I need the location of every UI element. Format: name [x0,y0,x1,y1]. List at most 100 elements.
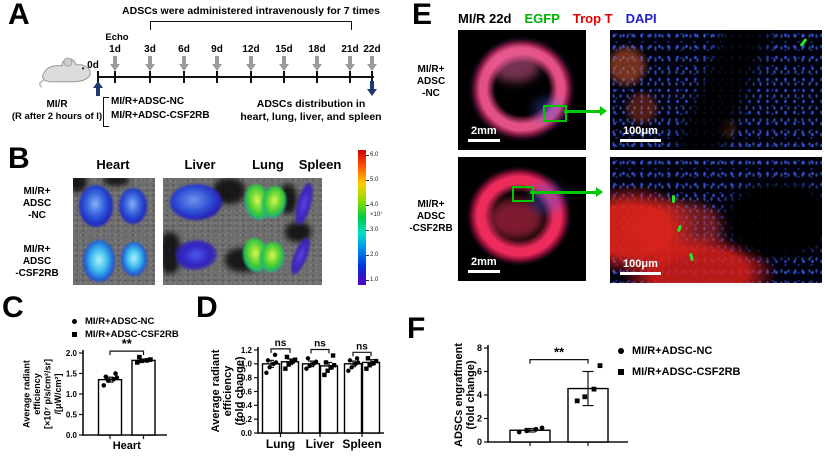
dark-patch [73,178,87,192]
svg-text:efficiency: efficiency [32,373,42,415]
group-csf2rb-label: MI/R+ADSC-CSF2RB [111,110,210,121]
injection-arrow-icon [345,56,355,76]
legend-item: MI/R+ADSC-NC [618,340,740,361]
colorbar-dash [366,280,369,281]
day-label: 12d [242,44,260,55]
e-title-egfp: EGFP [524,11,560,26]
svg-text:1.5: 1.5 [66,369,78,378]
outcome-line1: ADSCs distribution in [256,98,366,110]
zoom-arrow-nc [564,110,602,113]
svg-text:Average radiant: Average radiant [210,349,222,432]
timeline-tick [349,71,351,83]
svg-text:ns: ns [356,341,368,352]
zoom-arrow-csf2rb-head [596,187,608,197]
injection-arrow-icon [179,56,189,76]
echo-label: Echo [105,32,129,43]
heart-nc-1 [79,185,113,227]
svg-text:1.2: 1.2 [241,346,253,355]
administration-bracket [150,21,352,30]
svg-text:2: 2 [477,414,482,424]
colorbar-tick-label: 4.0 [370,202,379,208]
scalebar-2mm: 2mm [468,125,500,142]
legend-label: MI/R+ADSC-CSF2RB [632,365,741,378]
egfp-cell [672,195,675,203]
svg-text:0.0: 0.0 [66,431,78,440]
timeline-tick [316,71,318,83]
egfp-cell [676,224,683,233]
group-nc-label: MI/R+ADSC-NC [111,96,185,107]
colorbar-dash [366,255,369,256]
svg-text:/[μW/cm²]: /[μW/cm²] [53,373,63,414]
panel-f-letter: F [407,312,426,345]
colorbar-tick-label: 6.0 [370,152,379,158]
e-title-dapi: DAPI [625,11,657,26]
day-label: 21d [341,44,359,55]
mir-start-arrow-icon [93,81,103,96]
injection-arrow-icon [110,56,120,76]
svg-text:**: ** [122,336,133,351]
b-row1-line2: ADSC [22,198,52,209]
colorbar-tick-label: 2.0 [370,252,379,258]
svg-text:0.6: 0.6 [241,387,253,396]
b-row1-label: MI/R+ ADSC -NC [2,186,72,222]
svg-text:2.0: 2.0 [66,349,78,358]
mir-sublabel: (R after 2 hours of I) [11,111,103,122]
liver-nc [170,184,222,220]
svg-text:8: 8 [477,343,482,353]
heart-section-csf2rb-image: 2mm [458,157,586,281]
svg-text:0.2: 0.2 [241,415,253,424]
svg-text:Liver: Liver [306,437,335,451]
timeline-tick-0d [97,71,99,83]
timeline-tick [114,71,116,83]
tropt-swirl2 [488,199,543,239]
legend-item: MI/R+ADSC-CSF2RB [72,328,179,341]
timeline-axis [97,76,374,78]
panel-c-letter: C [2,291,24,324]
legend-label: MI/R+ADSC-NC [85,316,155,327]
b-row2-line3: -CSF2RB [15,268,59,279]
spleen-csf2rb [286,235,315,277]
svg-text:ADSCs engraftment: ADSCs engraftment [453,343,465,447]
panel-a-title: ADSCs were administered intravenously fo… [122,5,380,17]
day-label: 15d [275,44,293,55]
svg-text:Lung: Lung [266,437,295,451]
panel-f-legend: MI/R+ADSC-NC MI/R+ADSC-CSF2RB [618,340,740,382]
b-row2-line2: ADSC [22,256,52,267]
svg-text:0.8: 0.8 [241,374,253,383]
day-label: 22d [363,44,381,55]
colorbar-dash [366,155,369,156]
svg-text:0.0: 0.0 [241,429,253,438]
legend-item: MI/R+ADSC-NC [72,315,179,328]
organ-label-liver: Liver [184,157,216,172]
svg-text:Spleen: Spleen [342,437,381,451]
day-label: 3d [144,44,156,55]
b-row2-line1: MI/R+ [23,244,51,255]
svg-text:**: ** [554,345,565,360]
tropt-swirl [490,48,540,82]
colorbar-tick-label: 1.0 [370,277,379,283]
panel-e-letter: E [412,0,433,31]
dapi-tint2 [530,183,564,213]
organs-imaging-box [163,178,322,285]
svg-text:4: 4 [477,390,482,400]
mir-label: MI/R [46,99,68,110]
colorbar-dash [366,180,369,181]
e-row2-label: MI/R+ ADSC -CSF2RB [403,199,459,235]
svg-text:Heart: Heart [113,440,141,452]
timeline-tick [371,71,373,83]
day-label: 18d [308,44,326,55]
e-title-mi-r-22d: MI/R 22d [458,11,512,26]
b-row1-line1: MI/R+ [23,186,51,197]
zoom-nc-image: 100μm [610,30,822,150]
zoom-region-box2 [512,186,534,202]
svg-text:0.5: 0.5 [66,410,78,419]
panel-c-legend: MI/R+ADSC-NC MI/R+ADSC-CSF2RB [72,315,179,341]
panel-c-chart: 0.0 0.5 1.0 1.5 2.0 ** Average radiant efficien… [21,336,167,452]
svg-text:efficiency: efficiency [222,365,234,417]
circle-marker-icon [72,319,77,324]
svg-text:Average radiant: Average radiant [21,360,31,428]
injection-arrow-icon [367,56,377,76]
circle-marker-icon [618,347,624,354]
colorbar-dash [366,230,369,231]
zoom-region-box [543,105,567,122]
